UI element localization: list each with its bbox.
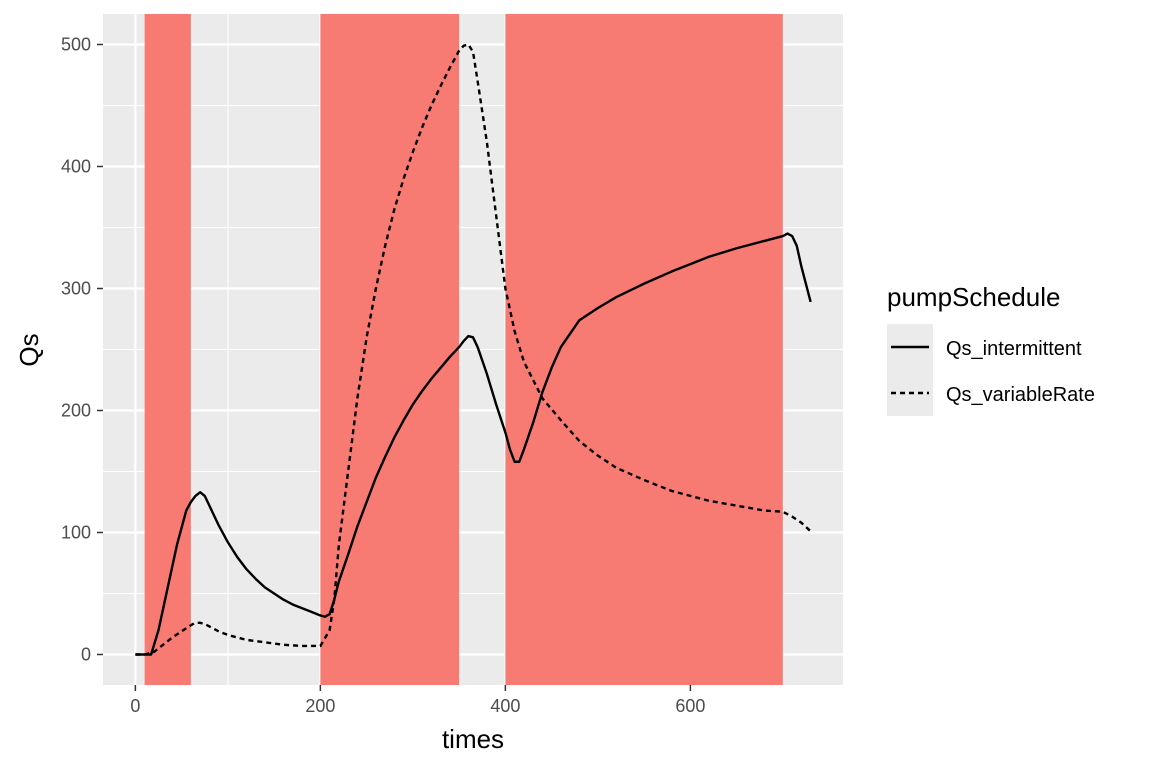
legend-label-1: Qs_intermittent (946, 338, 1082, 360)
y-tick-label: 500 (61, 35, 91, 55)
series-line-2 (135, 43, 812, 656)
legend: pumpSchedule Qs_intermittent Qs_variable… (887, 282, 1095, 416)
y-tick-label: 200 (61, 401, 91, 421)
series-line-1 (135, 232, 812, 656)
x-axis-title: times (442, 724, 504, 754)
y-axis-title: Qs (14, 333, 44, 366)
x-tick-label: 200 (305, 696, 335, 716)
legend-title: pumpSchedule (887, 282, 1060, 312)
legend-label-2: Qs_variableRate (946, 384, 1095, 406)
axes: 0 200 400 600 0 100 200 300 400 500 (61, 35, 705, 717)
x-tick-label: 400 (490, 696, 520, 716)
y-tick-label: 400 (61, 157, 91, 177)
shaded-intervals (144, 14, 783, 685)
y-tick-label: 0 (81, 645, 91, 665)
series-lines (135, 43, 812, 656)
x-tick-label: 0 (130, 696, 140, 716)
y-tick-label: 100 (61, 523, 91, 543)
y-tick-label: 300 (61, 279, 91, 299)
shaded-interval (144, 14, 191, 685)
shaded-interval (320, 14, 460, 685)
x-tick-label: 600 (675, 696, 705, 716)
shaded-interval (505, 14, 783, 685)
